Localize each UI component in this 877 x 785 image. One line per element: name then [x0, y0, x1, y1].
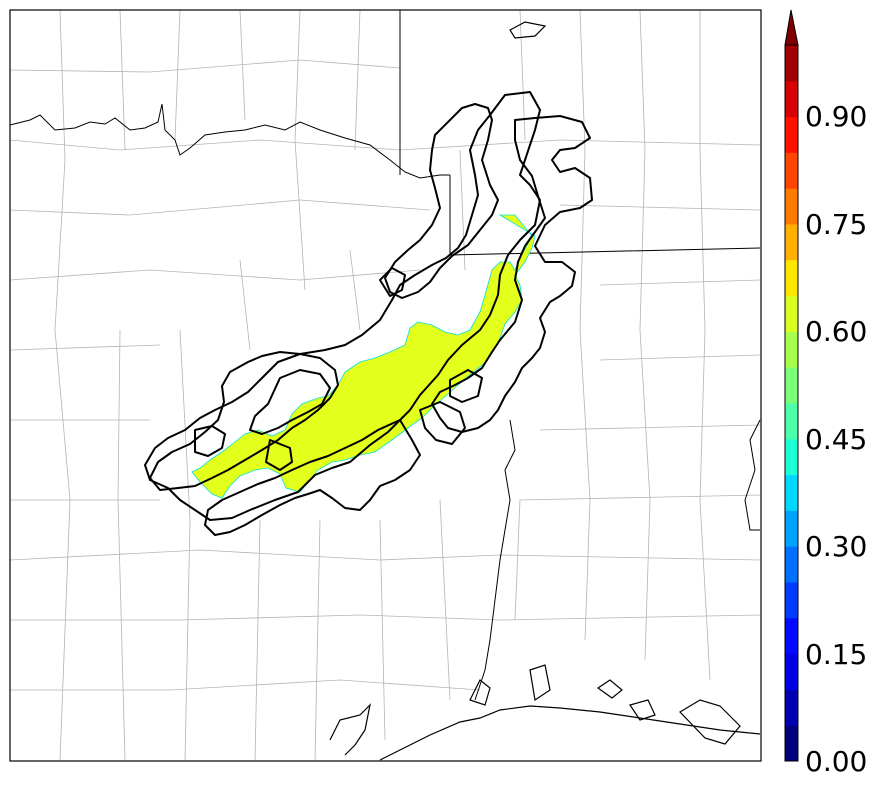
colorbar-segment — [785, 295, 798, 332]
colorbar-segment — [785, 510, 798, 547]
colorbar-segment — [785, 224, 798, 261]
colorbar-segment — [785, 188, 798, 225]
colorbar-tick-label: 0.90 — [805, 100, 867, 133]
probability-filled-region — [191, 214, 536, 499]
colorbar-tick-label: 0.30 — [805, 530, 867, 563]
colorbar-segment — [785, 45, 798, 82]
colorbar-segment — [785, 689, 798, 726]
colorbar-segment — [785, 617, 798, 655]
colorbar-tick-label: 0.60 — [805, 315, 867, 348]
colorbar-tick-label: 0.75 — [805, 208, 867, 241]
county-boundaries — [9, 9, 761, 761]
map-border — [9, 9, 762, 762]
colorbar-segment — [785, 438, 798, 476]
colorbar-tick-label: 0.15 — [805, 638, 867, 671]
colorbar-segment — [785, 474, 798, 511]
colorbar-segment — [785, 725, 798, 762]
contour-lines — [144, 91, 593, 536]
colorbar-segment — [785, 259, 798, 297]
colorbar-segment — [785, 367, 798, 404]
colorbar-segment — [785, 80, 798, 118]
colorbar-segment — [785, 403, 798, 440]
colorbar-tick-label: 0.00 — [805, 745, 867, 778]
coastline — [329, 21, 761, 761]
colorbar-border — [784, 44, 799, 762]
colorbar-segment — [785, 582, 798, 619]
colorbar-segment — [785, 653, 798, 690]
colorbar-tick-label: 0.45 — [805, 423, 867, 456]
colorbar-segments — [785, 45, 798, 762]
colorbar-segment — [785, 331, 798, 368]
colorbar-extend-arrow — [784, 9, 799, 46]
colorbar-segment — [785, 116, 798, 153]
colorbar-segment — [785, 546, 798, 583]
colorbar-segment — [785, 152, 798, 189]
